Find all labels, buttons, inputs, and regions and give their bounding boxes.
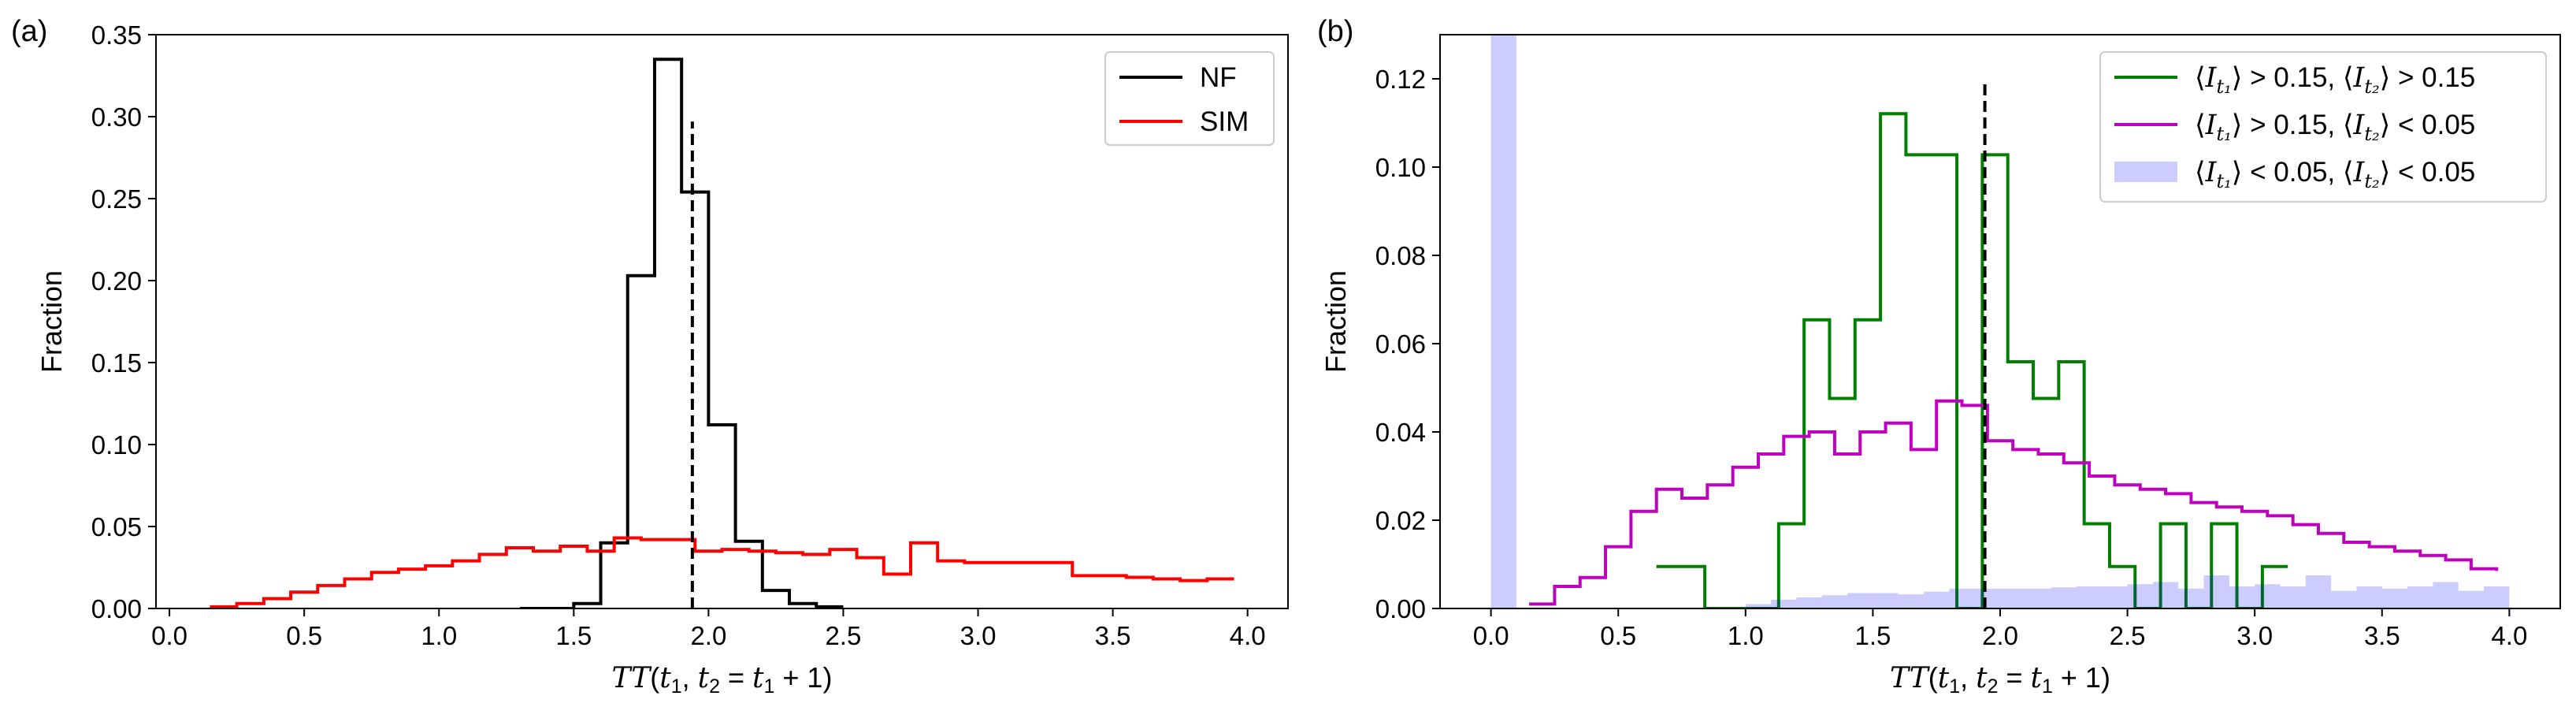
x-tick-label: 0.5 [286, 621, 322, 650]
x-tick-label: 2.5 [2110, 621, 2146, 650]
axes-frame [155, 34, 1289, 609]
y-tick-label: 0.00 [1375, 594, 1426, 623]
series-line-0 [1656, 112, 2288, 608]
y-tick-label: 0.30 [91, 102, 142, 132]
histogram-bar-2-25 [2127, 584, 2153, 608]
histogram-bar-2-12 [1796, 597, 1822, 608]
legend-swatch-2 [2114, 162, 2177, 182]
histogram-bar-2-39 [2484, 586, 2510, 608]
y-tick-label: 0.02 [1375, 506, 1426, 535]
panel-a: 0.0 0.5 1.0 1.5 2.0 2.5 3.0 3.5 4.0 0.00 0.05 0.10 0… [11, 15, 1289, 698]
legend-label-0: NF [1200, 62, 1237, 93]
series-line-1 [1529, 399, 2499, 606]
x-tick-label: 0.0 [1473, 621, 1509, 650]
x-tick-label: 2.0 [690, 621, 726, 650]
histogram-bar-2-24 [2102, 586, 2128, 608]
histogram-bar-2-37 [2433, 582, 2459, 608]
x-tick-label: 4.0 [2491, 621, 2527, 650]
y-tick-label: 0.00 [91, 594, 142, 623]
x-tick-label: 2.5 [826, 621, 862, 650]
legend-box [2099, 51, 2547, 203]
x-tick-label: 1.5 [1854, 621, 1891, 650]
histogram-bar-2-31 [2280, 586, 2306, 608]
x-axis-label: TT(t1, t2 = t1 + 1) [612, 661, 833, 698]
x-tick-label: 1.0 [421, 621, 457, 650]
y-tick-label: 0.04 [1375, 418, 1426, 447]
histogram-bar-2-17 [1924, 591, 1950, 608]
histogram-bar-2-32 [2305, 575, 2332, 608]
histogram-bar-2-23 [2076, 586, 2103, 608]
x-tick-label: 3.5 [2364, 621, 2400, 650]
legend: ⟨It₁⟩ > 0.15, ⟨It₂⟩ > 0.15 ⟨It₁⟩ > 0.15, … [2099, 51, 2547, 203]
y-tick-label: 0.10 [91, 430, 142, 460]
histogram-bar-2-19 [1974, 588, 2000, 608]
x-tick-label: 0.5 [1600, 621, 1636, 650]
histogram-bar-2-34 [2356, 586, 2382, 608]
panel-label: (b) [1317, 15, 1353, 48]
x-axis-label: TT(t1, t2 = t1 + 1) [1890, 661, 2110, 698]
histogram-bar-2-11 [1771, 599, 1797, 608]
y-tick-label: 0.08 [1375, 241, 1426, 270]
x-tick-label: 3.5 [1095, 621, 1131, 650]
x-tick-label: 3.0 [2236, 621, 2273, 650]
y-tick-label: 0.10 [1375, 153, 1426, 182]
histogram-bar-2-27 [2178, 588, 2204, 608]
x-tick-label: 2.0 [1982, 621, 2018, 650]
y-tick-label: 0.25 [91, 184, 142, 214]
x-tick-label: 3.0 [960, 621, 997, 650]
legend-label-1: ⟨It₁⟩ > 0.15, ⟨It₂⟩ < 0.05 [2195, 110, 2475, 145]
histogram-bar-2-22 [2051, 587, 2077, 608]
histogram-bar-2-30 [2255, 584, 2281, 608]
y-tick-label: 0.05 [91, 512, 142, 541]
histogram-bar-2-13 [1821, 595, 1848, 608]
panel-label: (a) [11, 15, 47, 48]
y-tick-label: 0.15 [91, 348, 142, 378]
histogram-bar-2-33 [2331, 590, 2357, 608]
histogram-bar-2-26 [2152, 582, 2179, 608]
histogram-bar-2-18 [1949, 588, 1975, 608]
histogram-bar-2-20 [2000, 588, 2026, 608]
y-tick-label: 0.20 [91, 266, 142, 296]
plot-area [1490, 35, 2510, 608]
y-axis-label: Fraction [1320, 270, 1352, 373]
histogram-bar-2-0 [1490, 35, 1516, 608]
y-axis-label: Fraction [35, 270, 68, 373]
x-tick-label: 4.0 [1230, 621, 1266, 650]
y-tick-label: 0.12 [1375, 65, 1426, 94]
histogram-bar-2-36 [2407, 586, 2433, 608]
histogram-bar-2-14 [1847, 593, 1873, 608]
x-tick-label: 0.0 [151, 621, 187, 650]
panel-b: 0.0 0.5 1.0 1.5 2.0 2.5 3.0 3.5 4.0 0.00 0.02 0.04 0… [1317, 15, 2561, 698]
y-tick-label: 0.35 [91, 20, 142, 50]
legend-label-0: ⟨It₁⟩ > 0.15, ⟨It₂⟩ > 0.15 [2195, 62, 2475, 98]
histogram-bar-2-16 [1898, 594, 1925, 608]
legend-label-1: SIM [1200, 106, 1249, 137]
histogram-bar-2-35 [2381, 588, 2408, 608]
histogram-bar-2-29 [2229, 586, 2255, 608]
series-line-0 [519, 58, 844, 608]
histogram-bar-2-15 [1873, 593, 1899, 608]
histogram-bar-2-38 [2458, 590, 2485, 608]
histogram-bar-2-10 [1745, 604, 1772, 608]
histogram-bar-2-21 [2025, 588, 2051, 608]
histogram-bar-2-28 [2203, 575, 2229, 608]
x-tick-label: 1.0 [1728, 621, 1764, 650]
legend: NF SIM [1104, 51, 1275, 146]
x-tick-label: 1.5 [555, 621, 592, 650]
y-tick-label: 0.06 [1375, 329, 1426, 359]
series-line-1 [210, 536, 1234, 608]
legend-label-2: ⟨It₁⟩ < 0.05, ⟨It₂⟩ < 0.05 [2195, 157, 2475, 192]
plot-area [210, 58, 1234, 608]
